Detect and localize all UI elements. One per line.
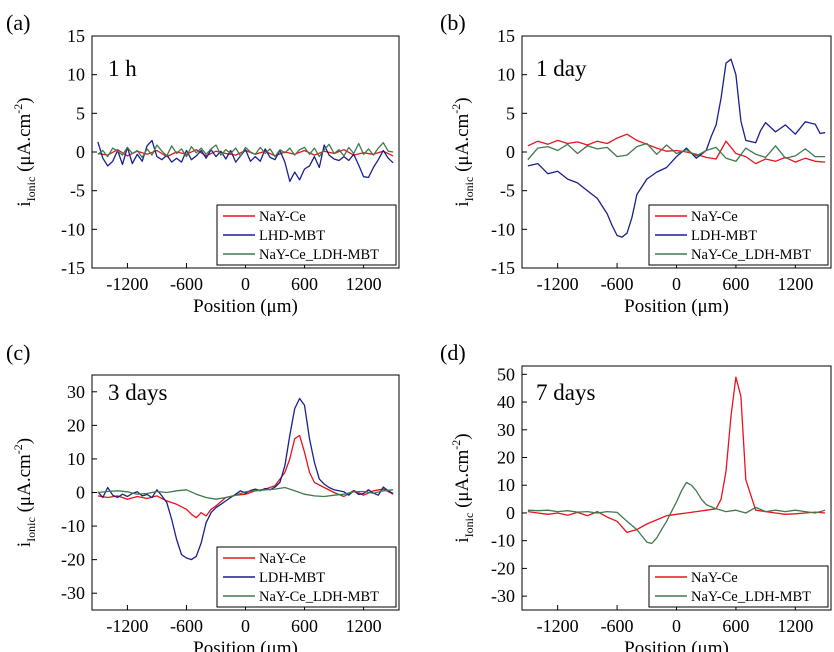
- y-tick-label: -10: [491, 219, 515, 239]
- x-tick-label: 600: [291, 616, 318, 636]
- x-tick-label: -1200: [106, 274, 148, 294]
- x-axis-label: Position (μm): [193, 296, 298, 317]
- y-tick-label: 20: [497, 448, 515, 468]
- y-tick-label: -10: [61, 516, 85, 536]
- y-tick-label: -5: [500, 181, 515, 201]
- time-annotation: 1 day: [536, 56, 587, 81]
- y-tick-label: 15: [67, 26, 85, 46]
- x-tick-label: 1200: [346, 616, 382, 636]
- legend-entry: LDH-MBT: [259, 570, 325, 586]
- y-tick-label: -20: [61, 550, 85, 570]
- series-line: [97, 486, 394, 500]
- series-line: [527, 481, 826, 545]
- x-axis-label: Position (μm): [624, 296, 729, 317]
- y-tick-label: 5: [506, 103, 515, 123]
- y-tick-label: -15: [491, 258, 515, 278]
- panel-label: (d): [440, 340, 466, 365]
- legend-entry: NaY-Ce: [259, 209, 306, 225]
- y-tick-label: 0: [506, 142, 515, 162]
- panel-label: (c): [6, 340, 30, 365]
- legend-entry: NaY-Ce: [259, 551, 306, 567]
- x-tick-label: 1200: [777, 616, 813, 636]
- time-annotation: 3 days: [108, 380, 167, 405]
- chart-panel: (c) -30 -20 -10 0 10 20 30 -1200 -600 0 600 1200 Posi…: [6, 340, 400, 652]
- chart-panel: (a) -15 -10 -5 0 5 10 15 -1200 -600 0 600 1200 Positi…: [6, 10, 400, 317]
- x-tick-label: -1200: [106, 616, 148, 636]
- series-line: [97, 142, 394, 159]
- x-tick-label: 600: [722, 274, 749, 294]
- y-axis-label: iIonic (μA.cm-2): [11, 97, 38, 206]
- y-tick-label: -30: [491, 586, 515, 606]
- y-tick-label: -20: [491, 558, 515, 578]
- x-tick-label: -600: [170, 616, 203, 636]
- y-tick-label: -10: [61, 219, 85, 239]
- y-axis-label: iIonic (μA.cm-2): [449, 97, 476, 206]
- legend-entry: NaY-Ce_LDH-MBT: [691, 589, 811, 605]
- y-tick-label: -10: [491, 531, 515, 551]
- y-tick-label: 15: [497, 26, 515, 46]
- y-axis-label: iIonic (μA.cm-2): [449, 433, 476, 542]
- legend-entry: LHD-MBT: [259, 228, 325, 244]
- legend-entry: NaY-Ce_LDH-MBT: [259, 589, 379, 605]
- time-annotation: 1 h: [108, 56, 137, 81]
- y-tick-label: 0: [506, 503, 515, 523]
- x-tick-label: 0: [672, 616, 681, 636]
- y-tick-label: 40: [497, 392, 515, 412]
- x-axis-label: Position (μm): [624, 638, 729, 652]
- panel-label: (b): [440, 10, 466, 35]
- legend-entry: NaY-Ce_LDH-MBT: [691, 247, 811, 263]
- y-tick-label: 30: [67, 382, 85, 402]
- y-tick-label: 10: [497, 65, 515, 85]
- x-tick-label: -1200: [537, 274, 579, 294]
- legend-entry: NaY-Ce: [691, 209, 738, 225]
- time-annotation: 7 days: [536, 380, 595, 405]
- y-tick-label: 50: [497, 364, 515, 384]
- y-tick-label: 20: [67, 415, 85, 435]
- series-line: [97, 139, 394, 183]
- x-tick-label: 0: [241, 274, 250, 294]
- y-axis-label: iIonic (μA.cm-2): [11, 438, 38, 547]
- x-tick-label: -600: [601, 616, 634, 636]
- series-line: [527, 133, 826, 165]
- y-tick-label: 0: [76, 142, 85, 162]
- x-tick-label: 1200: [777, 274, 813, 294]
- y-tick-label: -15: [61, 258, 85, 278]
- panel-label: (a): [6, 10, 30, 35]
- chart-panel: (d) -30 -20 -10 0 10 20 30 40 50 -1200 -600 0 600 1200…: [440, 340, 832, 652]
- x-tick-label: -600: [601, 274, 634, 294]
- chart-panel: (b) -15 -10 -5 0 5 10 15 -1200 -600 0 600 1200 Positi…: [440, 10, 832, 317]
- legend-box: [648, 565, 829, 608]
- x-tick-label: 0: [672, 274, 681, 294]
- y-tick-label: 10: [497, 475, 515, 495]
- y-tick-label: 30: [497, 420, 515, 440]
- y-tick-label: 5: [76, 103, 85, 123]
- x-tick-label: 600: [722, 616, 749, 636]
- series-line: [527, 376, 826, 534]
- series-line: [527, 142, 826, 162]
- x-tick-label: -1200: [537, 616, 579, 636]
- y-tick-label: -5: [70, 181, 85, 201]
- y-tick-label: 0: [76, 483, 85, 503]
- legend-entry: NaY-Ce: [691, 570, 738, 586]
- y-tick-label: 10: [67, 65, 85, 85]
- x-axis-label: Position (μm): [193, 638, 298, 652]
- x-tick-label: 1200: [346, 274, 382, 294]
- series-line: [97, 397, 394, 561]
- series-line: [97, 434, 394, 519]
- x-tick-label: 0: [241, 616, 250, 636]
- y-tick-label: 10: [67, 449, 85, 469]
- x-tick-label: 600: [291, 274, 318, 294]
- x-tick-label: -600: [170, 274, 203, 294]
- legend-entry: NaY-Ce_LDH-MBT: [259, 247, 379, 263]
- legend-entry: LDH-MBT: [691, 228, 757, 244]
- y-tick-label: -30: [61, 583, 85, 603]
